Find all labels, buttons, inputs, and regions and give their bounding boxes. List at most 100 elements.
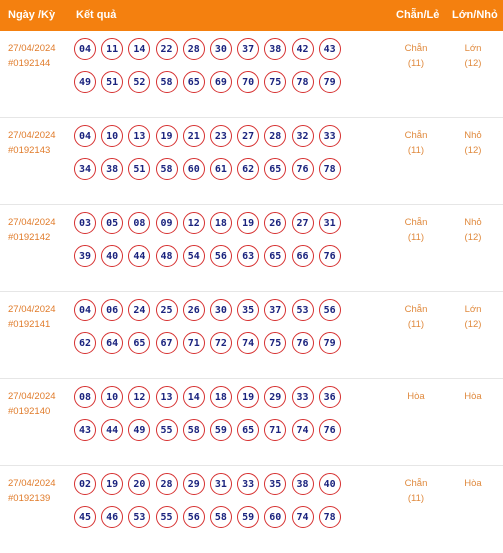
number-ball: 30 xyxy=(209,38,232,60)
number-ball: 65 xyxy=(128,332,151,354)
odd-even-count: (11) xyxy=(407,493,425,504)
big-small-result: Nhỏ (12) xyxy=(443,215,503,245)
number-ball: 40 xyxy=(101,245,124,267)
odd-even-result: Chẵn (11) xyxy=(386,215,446,245)
number-ball: 59 xyxy=(237,506,260,528)
draw-period: #0192139 xyxy=(8,493,51,504)
number-ball: 38 xyxy=(291,473,314,495)
number-ball: 76 xyxy=(318,419,341,441)
number-ball: 26 xyxy=(182,299,205,321)
draw-date-period: 27/04/2024 #0192142 xyxy=(8,215,56,245)
number-ball: 78 xyxy=(318,158,341,180)
draw-date: 27/04/2024 xyxy=(8,391,56,402)
number-ball: 65 xyxy=(182,71,205,93)
number-ball: 78 xyxy=(291,71,314,93)
draw-date: 27/04/2024 xyxy=(8,130,56,141)
number-ball: 56 xyxy=(209,245,232,267)
number-ball: 18 xyxy=(209,386,232,408)
number-ball: 72 xyxy=(209,332,232,354)
number-ball: 69 xyxy=(209,71,232,93)
header-odd-even: Chẵn/Lẻ xyxy=(396,9,440,21)
ball-line: 45 46 53 55 56 58 59 60 74 78 xyxy=(74,506,364,539)
ball-line: 49 51 52 58 65 69 70 75 78 79 xyxy=(74,71,364,104)
number-ball: 21 xyxy=(182,125,205,147)
ball-line: 04 10 13 19 21 23 27 28 32 33 xyxy=(74,125,364,158)
number-ball: 46 xyxy=(101,506,124,528)
ball-line: 08 10 12 13 14 18 19 29 33 36 xyxy=(74,386,364,419)
ball-line: 03 05 08 09 12 18 19 26 27 31 xyxy=(74,212,364,245)
number-ball: 37 xyxy=(264,299,287,321)
draw-date: 27/04/2024 xyxy=(8,217,56,228)
number-ball: 04 xyxy=(74,38,96,60)
number-ball: 76 xyxy=(291,158,314,180)
number-ball: 60 xyxy=(264,506,287,528)
draw-period: #0192142 xyxy=(8,232,51,243)
big-small-label: Hòa xyxy=(464,478,482,489)
number-ball: 28 xyxy=(264,125,287,147)
number-ball: 24 xyxy=(128,299,151,321)
draw-period: #0192144 xyxy=(8,58,51,69)
result-balls: 04 11 14 22 28 30 37 38 42 43 49 51 52 58 65 69 70 75 78 79 xyxy=(74,38,364,104)
number-ball: 70 xyxy=(237,71,260,93)
odd-even-label: Chẵn xyxy=(404,43,428,54)
number-ball: 26 xyxy=(264,212,287,234)
number-ball: 11 xyxy=(101,38,124,60)
number-ball: 71 xyxy=(182,332,205,354)
number-ball: 56 xyxy=(182,506,205,528)
number-ball: 04 xyxy=(74,299,96,321)
odd-even-result: Chẵn (11) xyxy=(386,476,446,506)
number-ball: 10 xyxy=(101,386,124,408)
result-balls: 04 10 13 19 21 23 27 28 32 33 34 38 51 58 60 61 62 65 76 78 xyxy=(74,125,364,191)
odd-even-count: (11) xyxy=(407,58,425,69)
number-ball: 60 xyxy=(182,158,205,180)
number-ball: 75 xyxy=(264,332,287,354)
number-ball: 42 xyxy=(291,38,314,60)
number-ball: 06 xyxy=(101,299,124,321)
number-ball: 18 xyxy=(209,212,232,234)
number-ball: 19 xyxy=(101,473,124,495)
draw-period: #0192141 xyxy=(8,319,51,330)
number-ball: 03 xyxy=(74,212,96,234)
draw-date-period: 27/04/2024 #0192139 xyxy=(8,476,56,506)
number-ball: 30 xyxy=(209,299,232,321)
draw-date-period: 27/04/2024 #0192141 xyxy=(8,302,56,332)
big-small-result: Hòa xyxy=(443,476,503,491)
draw-date: 27/04/2024 xyxy=(8,478,56,489)
big-small-count: (12) xyxy=(464,145,482,156)
number-ball: 54 xyxy=(182,245,205,267)
number-ball: 53 xyxy=(291,299,314,321)
table-row: 27/04/2024 #0192142 03 05 08 09 12 18 19 26 27 31 39… xyxy=(0,205,503,292)
header-big-small: Lớn/Nhỏ xyxy=(452,9,498,21)
number-ball: 66 xyxy=(291,245,314,267)
number-ball: 35 xyxy=(264,473,287,495)
odd-even-label: Chẵn xyxy=(404,217,428,228)
result-balls: 03 05 08 09 12 18 19 26 27 31 39 40 44 48 54 56 63 65 66 76 xyxy=(74,212,364,278)
number-ball: 74 xyxy=(237,332,260,354)
number-ball: 78 xyxy=(318,506,341,528)
number-ball: 38 xyxy=(101,158,124,180)
table-row: 27/04/2024 #0192140 08 10 12 13 14 18 19 29 33 36 43… xyxy=(0,379,503,466)
number-ball: 67 xyxy=(155,332,178,354)
number-ball: 76 xyxy=(291,332,314,354)
big-small-count: (12) xyxy=(464,58,482,69)
number-ball: 32 xyxy=(291,125,314,147)
ball-line: 02 19 20 28 29 31 33 35 38 40 xyxy=(74,473,364,506)
number-ball: 39 xyxy=(74,245,96,267)
big-small-label: Hòa xyxy=(464,391,482,402)
number-ball: 33 xyxy=(291,386,314,408)
number-ball: 28 xyxy=(182,38,205,60)
number-ball: 62 xyxy=(237,158,260,180)
ball-line: 39 40 44 48 54 56 63 65 66 76 xyxy=(74,245,364,278)
number-ball: 14 xyxy=(128,38,151,60)
ball-line: 04 06 24 25 26 30 35 37 53 56 xyxy=(74,299,364,332)
odd-even-label: Chẵn xyxy=(404,304,428,315)
number-ball: 65 xyxy=(264,245,287,267)
number-ball: 28 xyxy=(155,473,178,495)
draw-period: #0192140 xyxy=(8,406,51,417)
number-ball: 02 xyxy=(74,473,96,495)
number-ball: 49 xyxy=(74,71,96,93)
number-ball: 62 xyxy=(74,332,96,354)
odd-even-count: (11) xyxy=(407,145,425,156)
number-ball: 27 xyxy=(291,212,314,234)
